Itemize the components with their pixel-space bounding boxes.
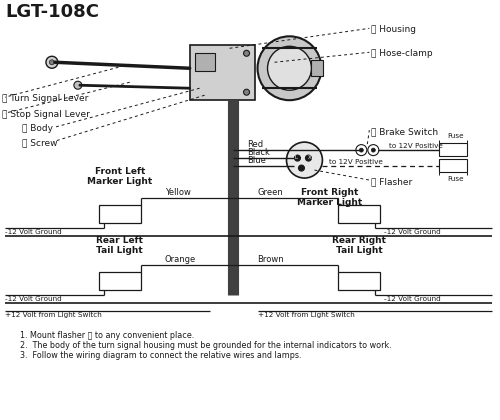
Circle shape [244,50,250,56]
Text: -12 Volt Ground: -12 Volt Ground [5,229,62,235]
Circle shape [372,148,376,152]
Text: +12 Volt from Light Switch: +12 Volt from Light Switch [258,312,354,318]
Circle shape [360,148,364,152]
Circle shape [244,89,250,95]
Circle shape [356,144,367,155]
Text: ⓕ Stop Signal Lever: ⓕ Stop Signal Lever [2,110,90,119]
Text: Ⓑ Hose-clamp: Ⓑ Hose-clamp [372,49,433,58]
Text: X: X [308,155,311,160]
Text: ⓔ Turn Signal Lever: ⓔ Turn Signal Lever [2,94,88,103]
Text: -12 Volt Ground: -12 Volt Ground [5,296,62,302]
Bar [99,205,140,223]
Bar [190,45,254,100]
Text: Fuse: Fuse [447,133,464,139]
Text: Rear Left
Tail Light: Rear Left Tail Light [96,236,144,255]
Bar [338,205,380,223]
Circle shape [258,36,322,100]
Text: Red: Red [248,140,264,149]
Text: 2.  The body of the turn signal housing must be grounded for the internal indica: 2. The body of the turn signal housing m… [20,341,392,350]
Circle shape [50,60,54,65]
Text: Brown: Brown [258,255,284,264]
Text: Black: Black [248,148,270,157]
Bar [99,272,140,290]
Circle shape [74,81,82,89]
Bar [194,53,214,71]
Text: ⓖ Body: ⓖ Body [22,124,53,133]
Circle shape [286,142,322,178]
Text: -12 Volt Ground: -12 Volt Ground [384,229,441,235]
Circle shape [368,144,379,155]
Bar [338,272,380,290]
Bar [439,159,467,172]
Bar [312,60,324,76]
Text: Front Right
Marker Light: Front Right Marker Light [297,188,362,207]
Bar [439,143,467,156]
Text: Fuse: Fuse [447,176,464,182]
Text: ⓗ Screw: ⓗ Screw [22,138,58,147]
Text: to 12V Positive: to 12V Positive [390,143,443,149]
Text: 1. Mount flasher Ⓒ to any convenient place.: 1. Mount flasher Ⓒ to any convenient pla… [20,331,194,340]
Text: Ⓒ Flasher: Ⓒ Flasher [372,177,412,186]
Text: Blue: Blue [248,156,266,165]
Text: Front Left
Marker Light: Front Left Marker Light [87,167,152,186]
Text: Rear Right
Tail Light: Rear Right Tail Light [332,236,386,255]
Text: L: L [294,155,298,160]
Text: Ⓐ Housing: Ⓐ Housing [372,25,416,34]
Text: 3.  Follow the wiring diagram to connect the relative wires and lamps.: 3. Follow the wiring diagram to connect … [20,351,302,360]
Text: Yellow: Yellow [164,188,190,197]
Text: Green: Green [258,188,283,197]
Circle shape [294,155,300,161]
Circle shape [268,46,312,90]
Text: LGT-108C: LGT-108C [5,3,99,21]
Text: Orange: Orange [164,255,196,264]
Text: +12 Volt from Light Switch: +12 Volt from Light Switch [5,312,102,318]
Text: ⓙ Brake Switch: ⓙ Brake Switch [372,127,438,136]
Text: -12 Volt Ground: -12 Volt Ground [384,296,441,302]
Circle shape [306,155,312,161]
Circle shape [298,165,304,171]
Text: to 12V Positive: to 12V Positive [330,159,384,165]
Circle shape [46,56,58,68]
